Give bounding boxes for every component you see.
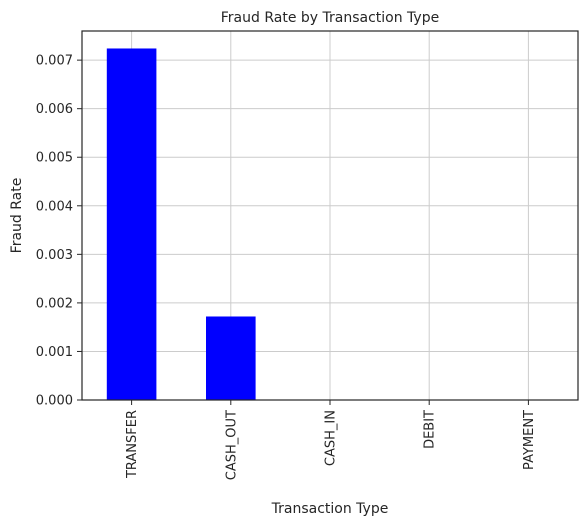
bar-cash-out [206,316,256,400]
tick-layer: 0.000 0.001 0.002 0.003 0.004 0.005 0.006 0.007… [36,54,537,481]
chart-title: Fraud Rate by Transaction Type [221,10,439,26]
y-axis-label: Fraud Rate [9,178,25,254]
x-tick-label: PAYMENT [522,410,537,470]
x-tick-label: DEBIT [423,410,438,449]
y-tick-label: 0.002 [36,296,73,311]
y-tick-label: 0.007 [36,54,73,69]
y-tick-label: 0.000 [36,394,73,409]
y-tick-label: 0.004 [36,199,73,214]
x-tick-label: TRANSFER [125,410,140,479]
grid-layer [82,31,578,401]
x-tick-label: CASH_OUT [224,410,239,480]
y-tick-label: 0.003 [36,248,73,263]
x-tick-label: CASH_IN [324,410,339,466]
y-tick-label: 0.006 [36,102,73,117]
x-axis-label: Transaction Type [271,501,389,517]
y-tick-label: 0.005 [36,151,73,166]
y-tick-label: 0.001 [36,345,73,360]
bar-layer [106,48,256,401]
bar-transfer [106,48,157,401]
